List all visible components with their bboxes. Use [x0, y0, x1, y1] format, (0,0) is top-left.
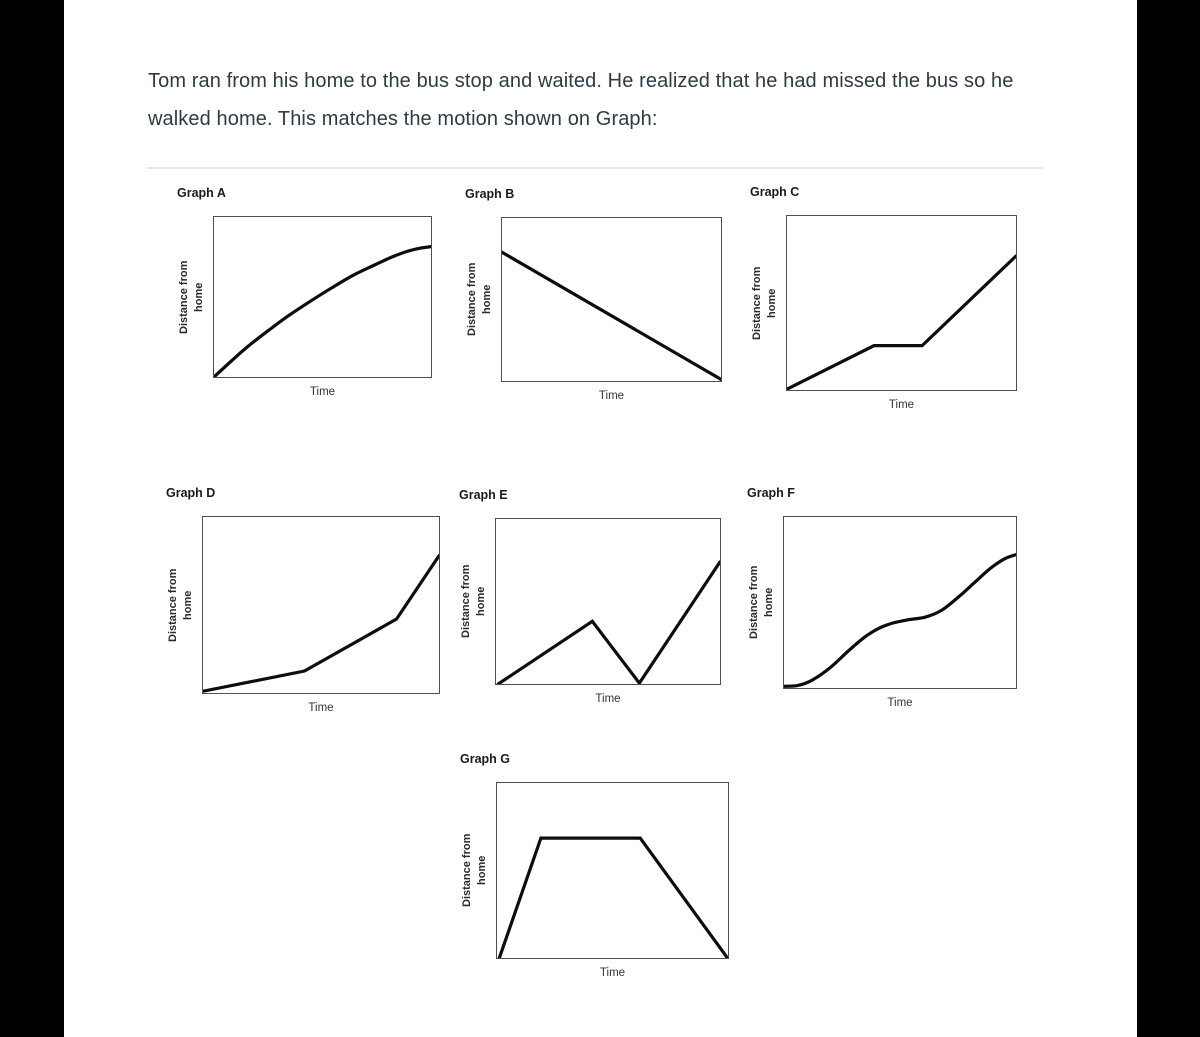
- graph-d-title: Graph D: [166, 486, 216, 500]
- x-axis-label: Time: [595, 693, 621, 705]
- y-axis-label: Distance from home: [460, 564, 487, 639]
- y-axis-label: Distance from home: [748, 565, 775, 640]
- graph-f-title: Graph F: [747, 486, 795, 500]
- y-axis-label: Distance from home: [178, 260, 205, 334]
- graph-d-curve: [203, 517, 439, 693]
- x-axis-label: Time: [599, 967, 626, 979]
- graph-figure-a: Graph A Distance from home Time: [177, 186, 432, 398]
- graph-b-plot-area: [501, 217, 722, 382]
- section-divider: [147, 167, 1043, 169]
- x-axis-label: Time: [309, 386, 336, 398]
- y-axis-label: Distance from home: [167, 568, 194, 642]
- x-axis-label: Time: [308, 702, 334, 714]
- graph-figure-f: Graph F Distance from home Time: [747, 486, 1017, 709]
- graph-f-plot-area: [783, 516, 1017, 689]
- graph-c-curve: [787, 216, 1016, 390]
- graph-g-curve: [497, 783, 728, 958]
- graph-d-plot-area: [202, 516, 440, 694]
- quiz-page: Tom ran from his home to the bus stop an…: [64, 0, 1137, 1037]
- x-axis-label: Time: [887, 697, 913, 709]
- x-axis-label: Time: [888, 399, 915, 411]
- graph-c-plot-area: [786, 215, 1017, 391]
- graph-e-plot-area: [495, 518, 721, 685]
- graph-c-title: Graph C: [750, 185, 800, 199]
- graph-a-title: Graph A: [177, 186, 226, 200]
- graph-a-curve: [214, 217, 431, 377]
- graph-b-title: Graph B: [465, 187, 515, 201]
- graph-g-title: Graph G: [460, 752, 511, 766]
- graph-g-plot-area: [496, 782, 729, 959]
- question-text: Tom ran from his home to the bus stop an…: [148, 70, 1014, 130]
- y-axis-label: Distance from home: [466, 262, 493, 337]
- graph-b-curve: [502, 218, 721, 381]
- graph-a-plot-area: [213, 216, 432, 378]
- graph-e-curve: [496, 519, 720, 684]
- graph-figure-d: Graph D Distance from home Time: [166, 486, 440, 714]
- x-axis-label: Time: [598, 390, 625, 402]
- graph-figure-b: Graph B Distance from home Time: [465, 187, 722, 402]
- graph-f-curve: [784, 517, 1016, 688]
- graph-figure-c: Graph C Distance from home Time: [750, 185, 1017, 411]
- y-axis-label: Distance from home: [751, 266, 778, 340]
- graph-e-title: Graph E: [459, 488, 508, 502]
- graph-figure-g: Graph G Distance from home Time: [460, 752, 729, 979]
- y-axis-label: Distance from home: [461, 833, 488, 908]
- graph-figure-e: Graph E Distance from home Time: [459, 488, 721, 705]
